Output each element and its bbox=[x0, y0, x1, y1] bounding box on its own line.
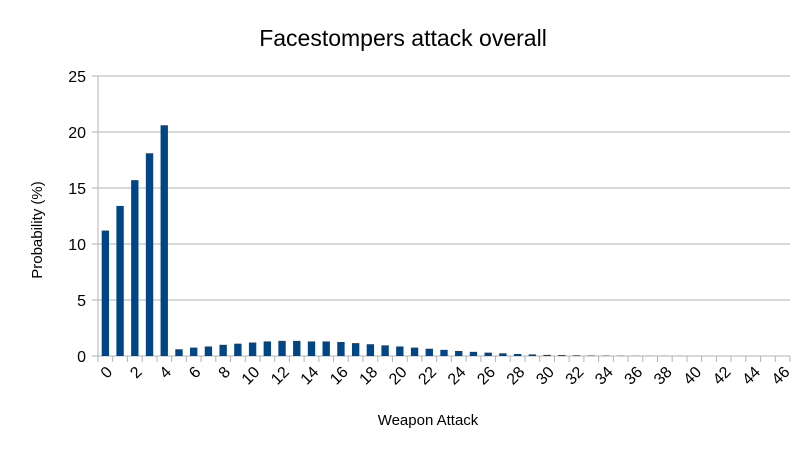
x-tick-label: 38 bbox=[651, 364, 676, 389]
x-tick-label: 22 bbox=[415, 364, 440, 389]
y-tick-label: 0 bbox=[77, 349, 86, 366]
x-tick-label: 20 bbox=[386, 364, 411, 389]
bars bbox=[101, 125, 757, 356]
x-tick-label: 24 bbox=[445, 364, 470, 389]
bar-32 bbox=[572, 355, 581, 356]
bar-20 bbox=[396, 346, 404, 356]
bar-22 bbox=[425, 348, 433, 356]
bar-2 bbox=[131, 180, 139, 356]
bar-0 bbox=[101, 230, 110, 356]
x-tick-label: 46 bbox=[769, 364, 794, 389]
y-tick-label: 5 bbox=[77, 293, 86, 310]
x-tick-label: 8 bbox=[216, 364, 234, 382]
x-tick-label: 16 bbox=[327, 364, 352, 389]
gridlines bbox=[92, 75, 790, 357]
bar-24 bbox=[455, 350, 463, 356]
bar-23 bbox=[440, 349, 448, 356]
bar-26 bbox=[484, 352, 492, 356]
axes bbox=[97, 76, 791, 362]
bar-1 bbox=[116, 205, 124, 356]
bar-18 bbox=[366, 344, 375, 356]
bar-16 bbox=[337, 342, 345, 356]
y-tick-labels: 0 5 10 15 20 25 bbox=[68, 69, 86, 366]
bar-8 bbox=[219, 344, 227, 356]
y-tick-label: 15 bbox=[68, 181, 86, 198]
x-tick-label: 12 bbox=[268, 364, 293, 389]
bar-25 bbox=[469, 351, 478, 356]
y-tick-label: 25 bbox=[68, 69, 86, 86]
x-tick-label: 44 bbox=[739, 364, 764, 389]
bar-27 bbox=[499, 353, 507, 356]
chart-title: Facestompers attack overall bbox=[259, 25, 547, 51]
bar-29 bbox=[528, 354, 537, 356]
x-tick-label: 14 bbox=[298, 364, 323, 389]
x-tick-label: 42 bbox=[710, 364, 735, 389]
bar-10 bbox=[248, 342, 257, 356]
x-tick-label: 10 bbox=[239, 364, 264, 389]
bar-6 bbox=[190, 347, 198, 356]
x-tick-label: 4 bbox=[157, 364, 175, 382]
bar-13 bbox=[293, 340, 301, 356]
x-tick-label: 0 bbox=[98, 364, 116, 382]
bar-19 bbox=[381, 345, 389, 356]
bar-15 bbox=[322, 341, 330, 356]
bar-12 bbox=[278, 340, 286, 356]
bar-3 bbox=[145, 153, 154, 356]
bar-4 bbox=[160, 125, 168, 356]
x-tick-label: 36 bbox=[622, 364, 647, 389]
bar-28 bbox=[513, 353, 522, 356]
y-axis-label: Probability (%) bbox=[29, 181, 46, 279]
x-axis-label: Weapon Attack bbox=[378, 412, 479, 429]
y-tick-label: 20 bbox=[68, 125, 86, 142]
x-tick-label: 28 bbox=[504, 364, 529, 389]
bar-30 bbox=[543, 354, 551, 356]
x-tick-label: 2 bbox=[127, 364, 145, 382]
x-tick-labels: 0 2 4 6 8 10 12 14 16 18 20 22 24 26 28 30 32 34 36 38 40 42 4… bbox=[98, 364, 794, 389]
y-tick-label: 10 bbox=[68, 237, 86, 254]
x-tick-label: 18 bbox=[357, 364, 382, 389]
bar-9 bbox=[234, 343, 242, 356]
x-tick-label: 26 bbox=[474, 364, 499, 389]
bar-5 bbox=[175, 349, 183, 356]
x-tick-label: 40 bbox=[681, 364, 706, 389]
bar-7 bbox=[204, 346, 213, 356]
bar-21 bbox=[410, 347, 419, 356]
bar-14 bbox=[307, 341, 316, 356]
x-tick-label: 30 bbox=[533, 364, 558, 389]
bar-31 bbox=[558, 355, 566, 356]
bar-17 bbox=[351, 343, 360, 356]
bar-11 bbox=[263, 341, 271, 356]
x-tick-label: 6 bbox=[186, 364, 204, 382]
x-tick-label: 32 bbox=[563, 364, 588, 389]
x-tick-label: 34 bbox=[592, 364, 617, 389]
